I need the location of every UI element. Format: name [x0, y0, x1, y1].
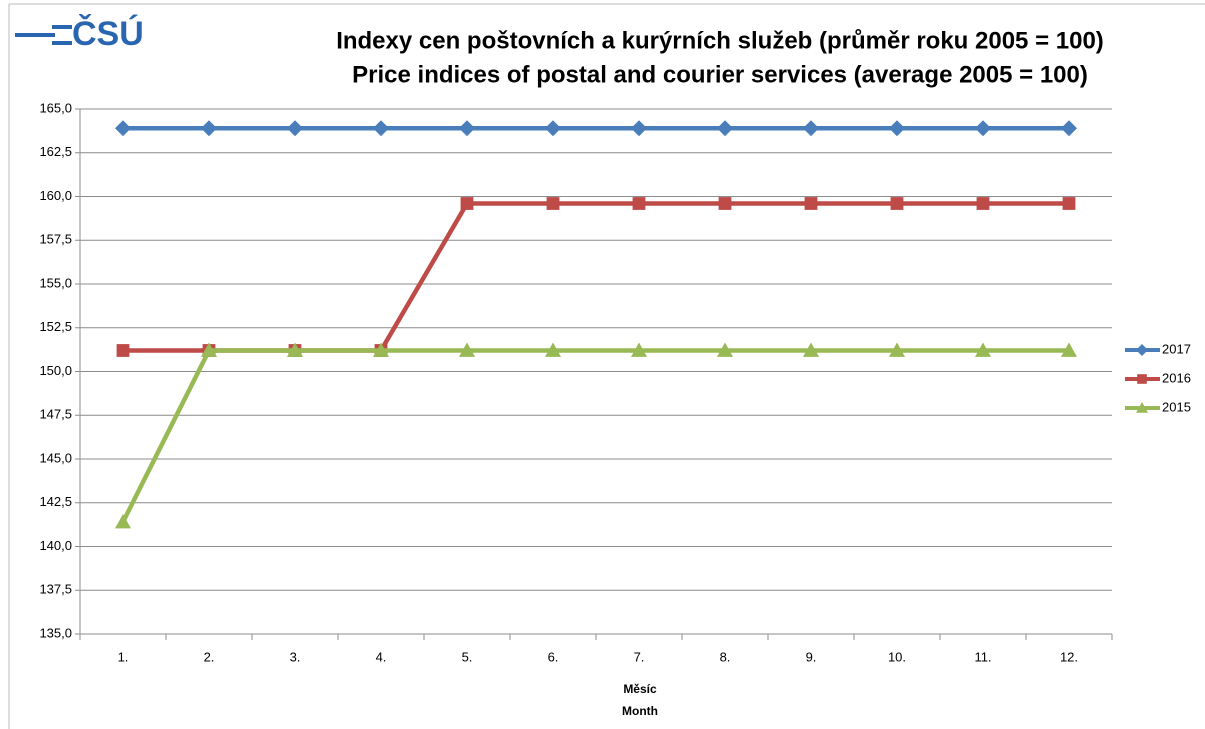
marker [287, 342, 303, 357]
y-tick-label: 140,0 [39, 538, 72, 553]
marker [460, 197, 474, 210]
marker [115, 120, 131, 137]
legend-label: 2015 [1162, 399, 1191, 414]
marker [1137, 374, 1147, 384]
x-tick-label: 11. [974, 649, 991, 664]
y-tick-label: 160,0 [39, 188, 72, 203]
x-tick-label: 8. [720, 649, 731, 664]
x-tick-label: 4. [376, 649, 387, 664]
marker [631, 342, 647, 357]
y-tick-label: 145,0 [39, 450, 72, 465]
marker [1136, 344, 1148, 356]
marker [116, 344, 130, 357]
logo-bar [52, 25, 72, 29]
marker [717, 120, 733, 137]
x-axis-title: Měsíc [623, 682, 657, 696]
marker [890, 197, 904, 210]
marker [717, 342, 733, 357]
chart-title: Price indices of postal and courier serv… [352, 61, 1088, 88]
marker [115, 514, 131, 529]
y-tick-label: 162,5 [39, 144, 72, 159]
x-tick-label: 5. [462, 649, 473, 664]
marker [1136, 402, 1148, 413]
x-tick-label: 9. [806, 649, 817, 664]
x-tick-label: 7. [634, 649, 645, 664]
marker [373, 120, 389, 137]
series-line [120, 348, 1069, 524]
y-tick-label: 142,5 [39, 494, 72, 509]
marker [975, 120, 991, 137]
legend-label: 2016 [1162, 370, 1191, 385]
marker [803, 120, 819, 137]
marker [459, 342, 475, 357]
logo-text: ČSÚ [72, 14, 144, 53]
marker [1061, 342, 1077, 357]
y-tick-label: 150,0 [39, 363, 72, 378]
marker [889, 342, 905, 357]
marker [631, 120, 647, 137]
y-tick-label: 165,0 [39, 100, 72, 115]
marker [718, 197, 732, 210]
marker [889, 120, 905, 137]
marker [546, 197, 560, 210]
logo-bar [15, 33, 55, 37]
y-tick-label: 157,5 [39, 232, 72, 247]
marker [1062, 197, 1076, 210]
x-tick-label: 1. [118, 649, 129, 664]
marker [373, 342, 389, 357]
logo: ČSÚ [15, 14, 144, 53]
x-axis-title: Month [622, 704, 658, 718]
marker [975, 342, 991, 357]
marker [632, 197, 646, 210]
marker [459, 120, 475, 137]
x-tick-label: 6. [548, 649, 559, 664]
marker [976, 197, 990, 210]
y-tick-label: 137,5 [39, 582, 72, 597]
marker [545, 120, 561, 137]
x-tick-label: 12. [1060, 649, 1078, 664]
x-tick-label: 3. [290, 649, 301, 664]
x-tick-label: 2. [204, 649, 215, 664]
y-tick-label: 147,5 [39, 407, 72, 422]
series-line [123, 201, 1069, 353]
y-tick-label: 152,5 [39, 319, 72, 334]
y-tick-label: 135,0 [39, 625, 72, 640]
logo-bar [52, 41, 72, 45]
legend-label: 2017 [1162, 341, 1191, 356]
x-tick-label: 10. [888, 649, 906, 664]
marker [201, 120, 217, 137]
marker [287, 120, 303, 137]
chart-title: Indexy cen poštovních a kurýrních služeb… [336, 27, 1104, 54]
y-tick-label: 155,0 [39, 275, 72, 290]
marker [545, 342, 561, 357]
marker [201, 342, 217, 357]
marker [1061, 120, 1077, 137]
marker [803, 342, 819, 357]
marker [804, 197, 818, 210]
